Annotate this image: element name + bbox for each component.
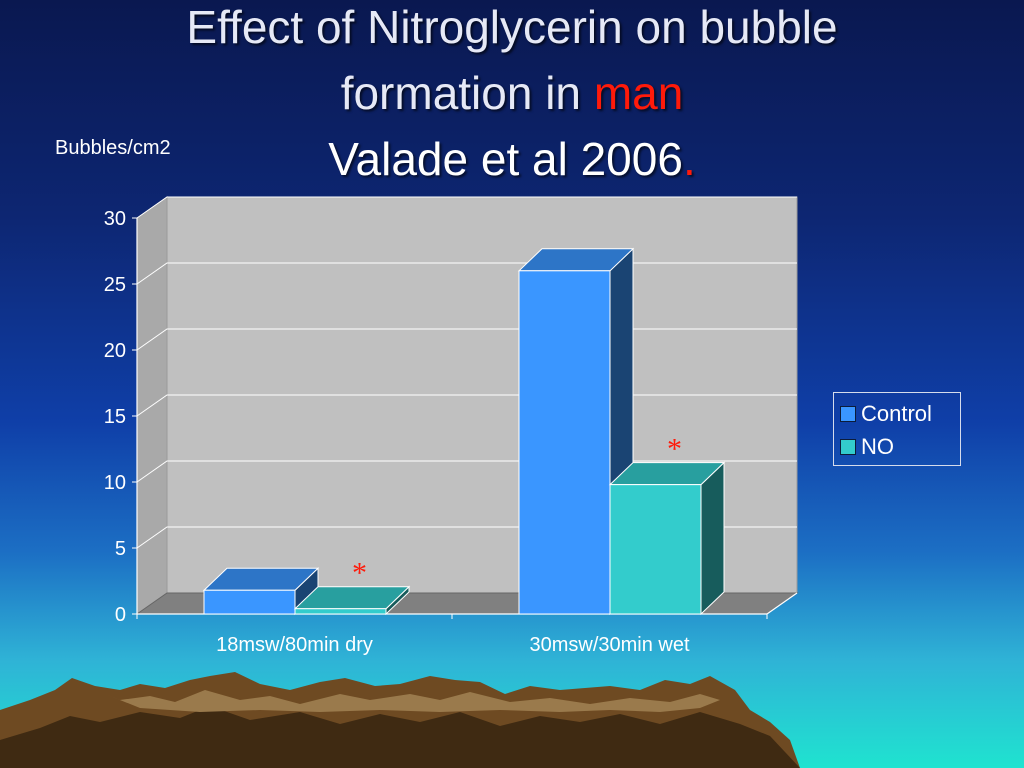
mountain-highlight <box>95 690 720 712</box>
y-tick-label-30: 30 <box>104 208 126 230</box>
x-tick-label-1: 18msw/80min dry <box>216 634 373 656</box>
significance-marker-1: * <box>352 557 367 590</box>
bar-control-1 <box>203 589 296 615</box>
legend-swatch-no <box>840 439 856 455</box>
title-accent-word: man <box>593 67 684 119</box>
y-tick-label-25: 25 <box>104 274 126 296</box>
chart-legend: Control NO <box>833 392 961 466</box>
significance-marker-2: * <box>667 433 682 466</box>
x-tick-label-2: 30msw/30min wet <box>529 634 690 656</box>
title-period: . <box>682 133 696 185</box>
title-reference: Valade et al 2006 <box>328 133 683 185</box>
legend-swatch-control <box>840 406 856 422</box>
legend-item-control: Control <box>840 399 960 429</box>
y-tick-label-15: 15 <box>104 406 126 428</box>
bar-no-1 <box>294 608 387 615</box>
legend-label-control: Control <box>861 401 932 426</box>
legend-item-no: NO <box>840 432 960 462</box>
legend-label-no: NO <box>861 434 894 459</box>
title-line-2: formation in man <box>0 60 1024 126</box>
title-line-2-prefix: formation in <box>340 67 594 119</box>
title-line-3: Valade et al 2006. <box>0 126 1024 192</box>
bar-control-2 <box>518 270 611 615</box>
y-tick-label-10: 10 <box>104 472 126 494</box>
bar-no-2 <box>609 484 702 615</box>
y-axis-label: Bubbles/cm2 <box>55 137 171 159</box>
y-tick-label-0: 0 <box>115 604 126 626</box>
title-line-1: Effect of Nitroglycerin on bubble <box>186 1 838 53</box>
slide-title: Effect of Nitroglycerin on bubble format… <box>0 0 1024 192</box>
y-tick-label-20: 20 <box>104 340 126 362</box>
gridline-30 <box>136 196 797 219</box>
y-tick-label-5: 5 <box>115 538 126 560</box>
x-axis-depth-line <box>766 592 798 615</box>
mountain-shadow <box>0 706 800 768</box>
